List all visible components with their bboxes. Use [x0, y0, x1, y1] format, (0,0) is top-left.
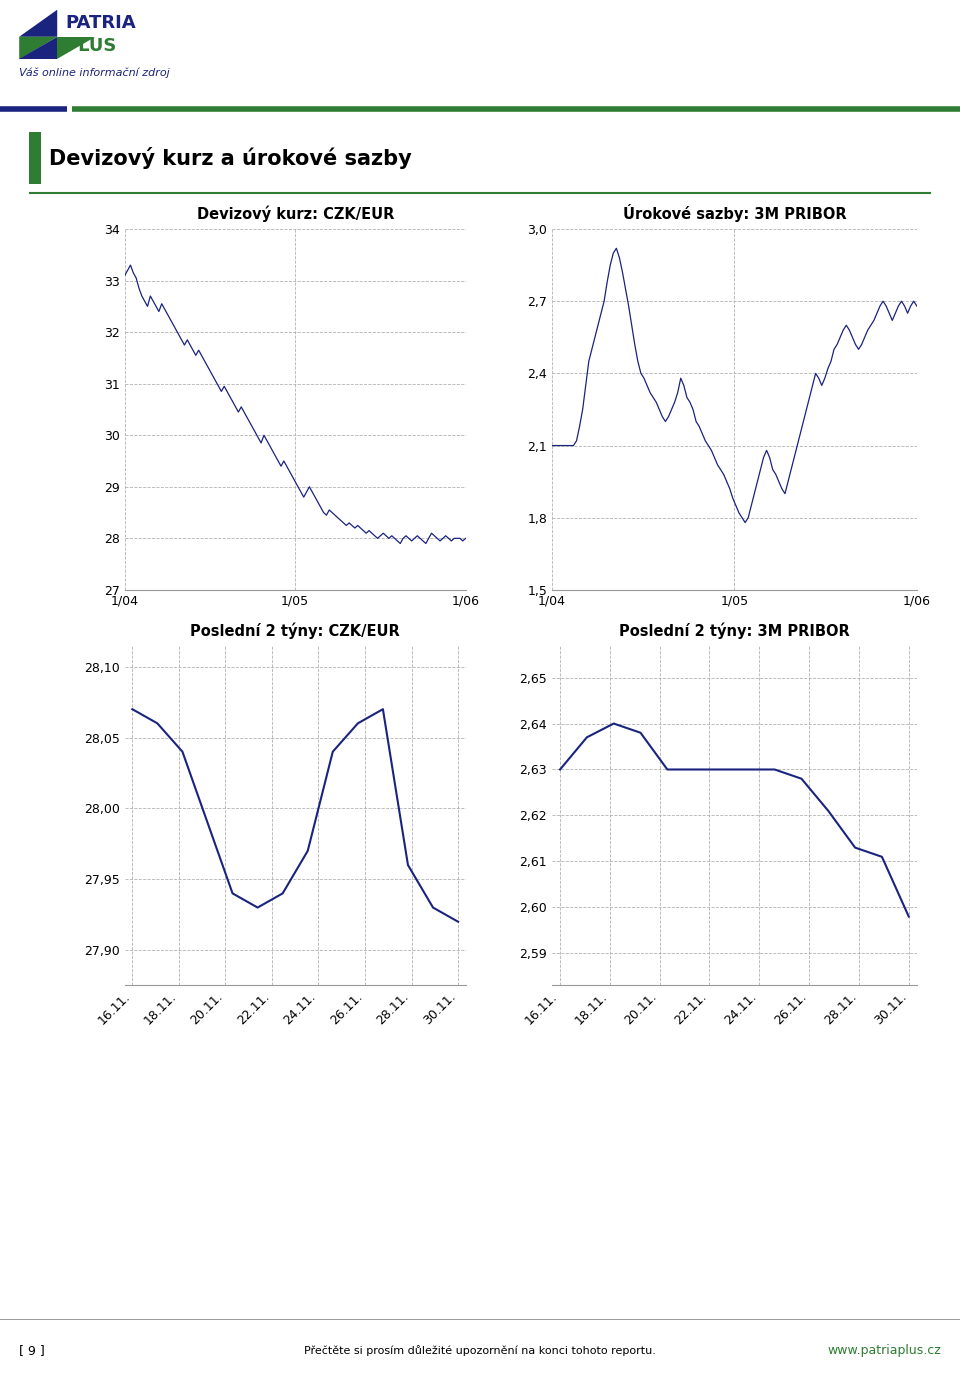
Bar	[29, 132, 40, 185]
Text: www.patriaplus.cz: www.patriaplus.cz	[828, 1344, 941, 1357]
Polygon shape	[19, 10, 58, 36]
Text: Váš online informační zdroj: Váš online informační zdroj	[19, 68, 170, 78]
Title: Devizový kurz: CZK/EUR: Devizový kurz: CZK/EUR	[197, 205, 394, 222]
Text: Přečtěte si prosím důležité upozornění na konci tohoto reportu.: Přečtěte si prosím důležité upozornění n…	[304, 1345, 656, 1356]
Title: Poslední 2 týny: 3M PRIBOR: Poslední 2 týny: 3M PRIBOR	[619, 622, 850, 638]
Text: PLUS: PLUS	[66, 37, 117, 54]
Polygon shape	[58, 36, 95, 60]
Polygon shape	[19, 36, 58, 60]
Text: [ 9 ]: [ 9 ]	[19, 1344, 45, 1357]
Polygon shape	[19, 36, 58, 60]
Title: Úrokové sazby: 3M PRIBOR: Úrokové sazby: 3M PRIBOR	[623, 204, 846, 222]
Title: Poslední 2 týny: CZK/EUR: Poslední 2 týny: CZK/EUR	[190, 622, 400, 638]
Text: Devizový kurz a úrokové sazby: Devizový kurz a úrokové sazby	[49, 147, 412, 169]
Text: PATRIA: PATRIA	[66, 14, 136, 32]
